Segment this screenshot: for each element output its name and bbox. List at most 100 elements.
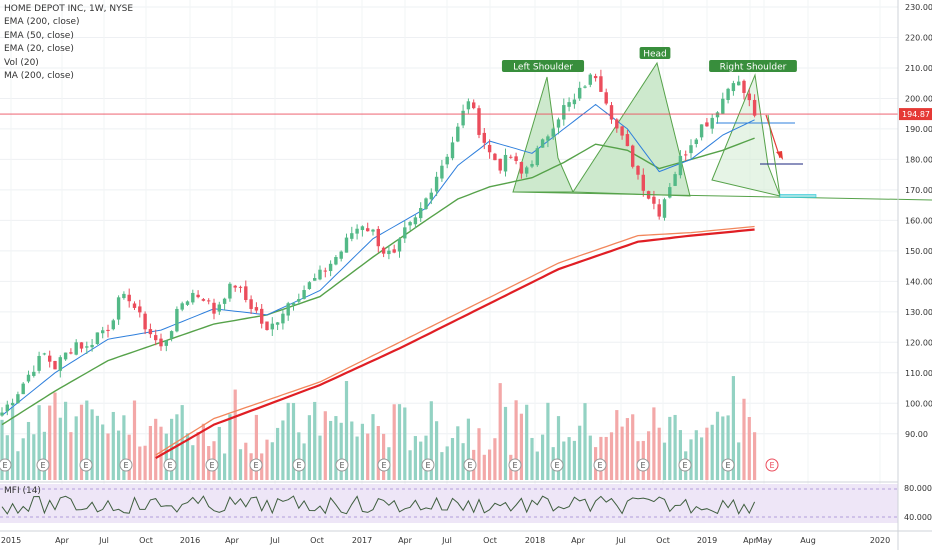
volume-bar xyxy=(408,450,412,480)
candle-body xyxy=(440,165,444,179)
legend-ema-20[interactable]: EMA (20, close) xyxy=(4,44,74,55)
candle-body xyxy=(281,313,285,324)
candle-body xyxy=(657,204,661,217)
legend-symbol[interactable]: HOME DEPOT INC, 1W, NYSE xyxy=(4,4,134,14)
candle-body xyxy=(615,119,619,129)
candle-body xyxy=(715,112,720,118)
time-tick: 2017 xyxy=(352,536,372,545)
price-tick: 150.00 xyxy=(905,247,932,256)
candle-body xyxy=(445,156,449,165)
candle-body xyxy=(10,402,15,406)
earnings-marker-label: E xyxy=(209,461,214,470)
volume-bar xyxy=(191,445,195,480)
candle-body xyxy=(535,148,539,166)
candle-body xyxy=(233,285,237,288)
candle-body xyxy=(583,86,587,88)
grid xyxy=(0,0,898,523)
legend-ema-200[interactable]: EMA (200, close) xyxy=(4,17,80,28)
time-tick: 2016 xyxy=(180,536,200,545)
left-shoulder-shape xyxy=(512,76,574,193)
earnings-marker xyxy=(205,458,219,472)
volume-bar xyxy=(79,404,84,480)
volume-bar xyxy=(466,418,470,480)
mfi-tick: 40.0000 xyxy=(904,513,932,522)
price-tick: 130.00 xyxy=(905,308,932,317)
volume-bar xyxy=(662,442,667,480)
candle-body xyxy=(138,306,142,313)
volume-bar xyxy=(238,449,243,480)
price-tick: 100.00 xyxy=(905,399,932,408)
time-tick: Aug xyxy=(800,536,816,545)
volume-bar xyxy=(742,398,746,480)
candle-body xyxy=(154,335,158,341)
volume-bar xyxy=(244,442,248,480)
volume-bar xyxy=(42,431,46,480)
candle-body xyxy=(132,303,137,308)
time-tick: Oct xyxy=(656,536,670,545)
candle-body xyxy=(307,282,312,289)
candle-body xyxy=(625,134,630,147)
volume-bar xyxy=(503,406,508,480)
earnings-marker xyxy=(463,458,477,472)
candle-body xyxy=(334,257,338,265)
price-tick: 210.00 xyxy=(905,64,932,73)
candle-body xyxy=(21,383,25,395)
candle-body xyxy=(540,139,545,148)
volume-bar xyxy=(673,414,677,480)
legend-ema-50[interactable]: EMA (50, close) xyxy=(4,30,74,41)
earnings-marker xyxy=(163,458,177,472)
candle-body xyxy=(254,307,259,311)
mfi-line xyxy=(1,495,756,515)
candle-body xyxy=(143,313,147,330)
candle-body xyxy=(381,247,386,254)
volume-bar xyxy=(450,438,455,480)
time-tick: 2018 xyxy=(525,536,545,545)
legend-volume[interactable]: Vol (20) xyxy=(4,57,39,68)
earnings-marker xyxy=(765,458,779,472)
volume-bar xyxy=(721,416,725,480)
candle-body xyxy=(472,102,476,109)
candle-body xyxy=(609,105,614,120)
candle-body xyxy=(180,303,184,310)
volume-bar xyxy=(355,436,359,480)
volume-bar xyxy=(482,454,486,480)
volume-bar xyxy=(228,414,232,480)
price-tick: 140.00 xyxy=(905,277,932,286)
volume-bar xyxy=(429,401,433,480)
volume-bar xyxy=(413,436,417,480)
candle-body xyxy=(69,352,73,354)
candle-body xyxy=(419,207,423,219)
candle-body xyxy=(731,83,736,92)
volume-bar xyxy=(101,424,105,480)
legend: HOME DEPOT INC, 1W, NYSE EMA (200, close… xyxy=(4,3,133,83)
time-tick: Oct xyxy=(310,536,324,545)
volume-bar xyxy=(397,404,402,480)
volume-bar xyxy=(217,426,221,480)
ema-200-line xyxy=(155,228,755,460)
candle-body xyxy=(387,250,391,255)
volume-bar xyxy=(5,435,9,480)
candle-body xyxy=(572,99,577,105)
volume-bar xyxy=(419,441,423,480)
candle-body xyxy=(339,251,343,259)
volume-bar xyxy=(631,414,635,480)
candle-body xyxy=(244,286,248,300)
candle-body xyxy=(636,165,640,175)
candle-body xyxy=(286,303,290,316)
volume-bar xyxy=(360,423,364,480)
volume-bar xyxy=(318,435,322,480)
earnings-marker-label: E xyxy=(769,461,774,470)
volume-bar xyxy=(705,427,709,480)
volume-bar xyxy=(329,420,333,480)
price-tick: 160.00 xyxy=(905,216,932,225)
candle-body xyxy=(737,81,741,86)
candle-body xyxy=(684,154,688,156)
time-tick: Apr xyxy=(55,536,70,545)
volume-bar xyxy=(376,426,380,480)
candle-body xyxy=(260,308,264,324)
candle-body xyxy=(5,404,9,412)
volume-bar xyxy=(281,420,285,480)
volume-bar xyxy=(694,430,698,480)
legend-ma-200[interactable]: MA (200, close) xyxy=(4,71,74,82)
